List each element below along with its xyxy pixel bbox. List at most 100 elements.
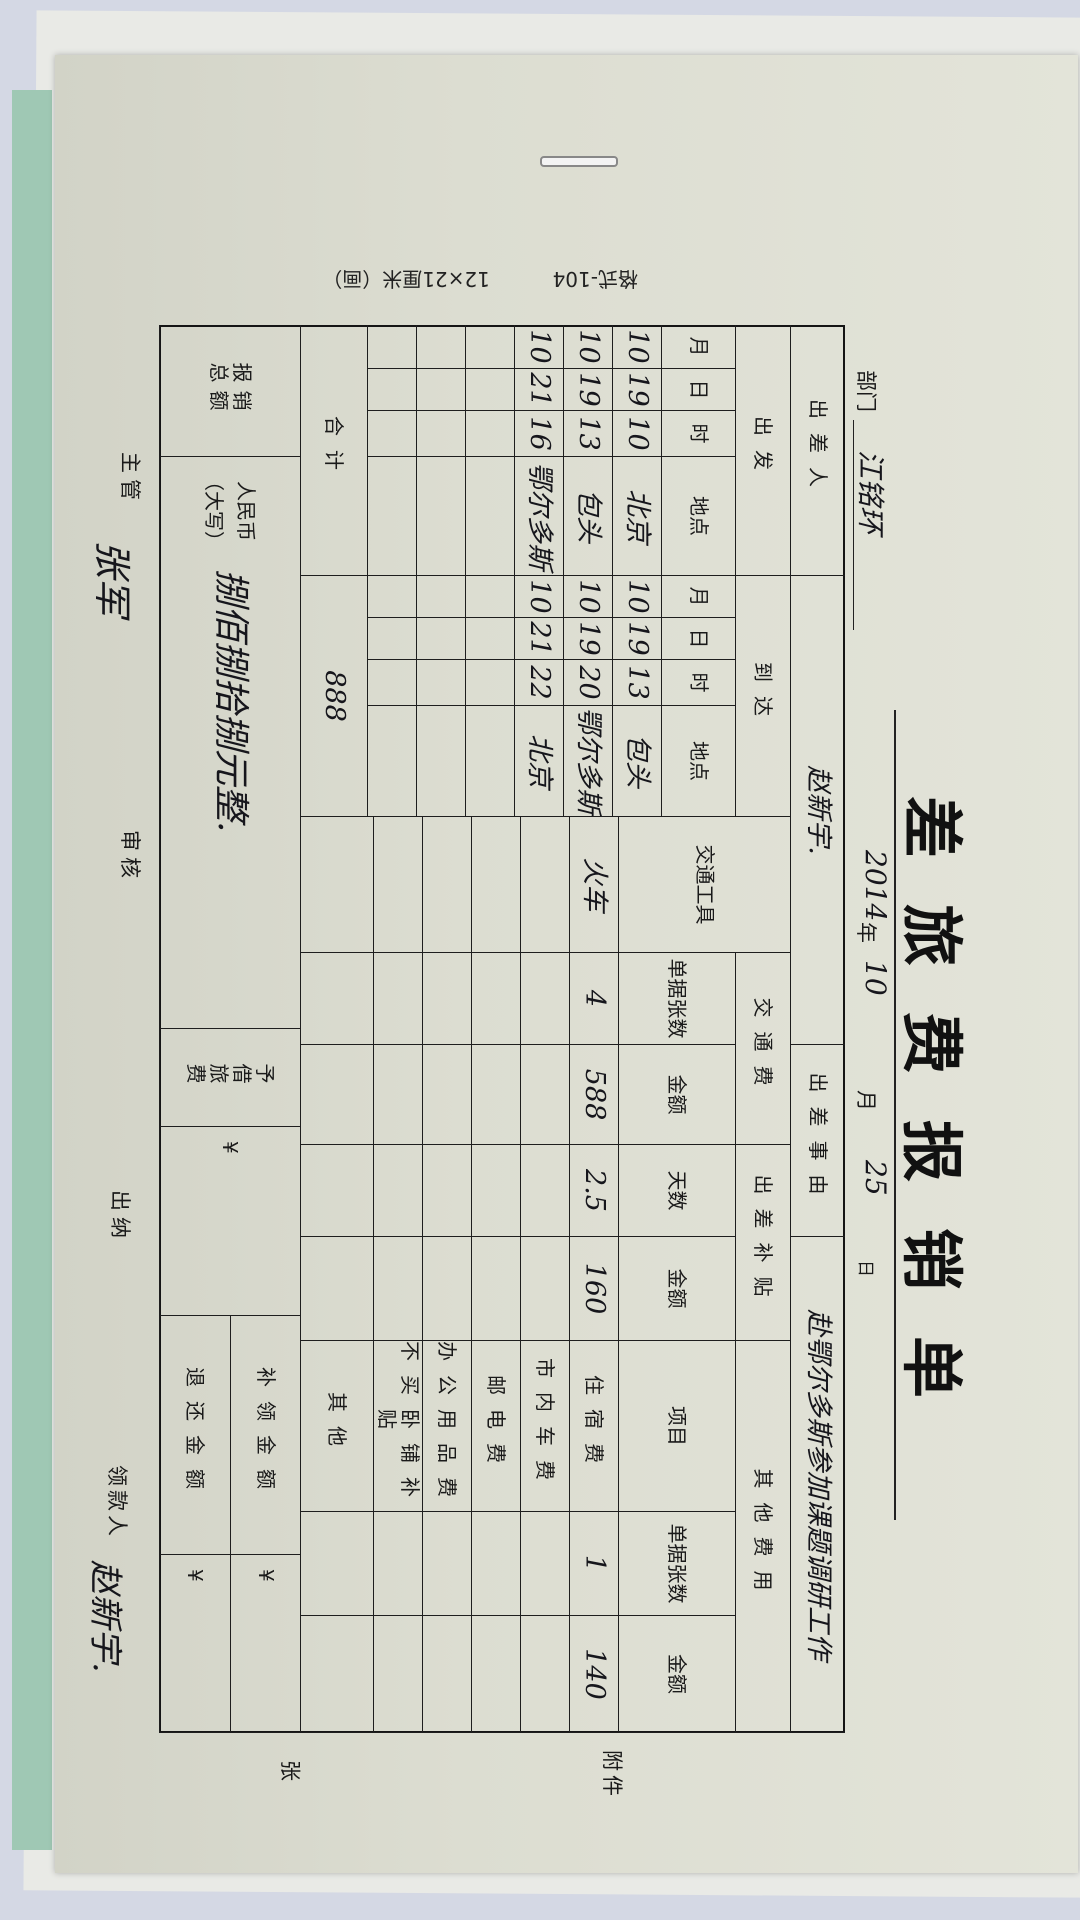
format-note: 格式-104 12×21厘米（画） bbox=[322, 266, 638, 295]
trip-dep-month-cell bbox=[465, 325, 514, 369]
transport-receipts-cell: 4 bbox=[569, 953, 618, 1045]
rmb-amount-cell: 人民币 （大写） 捌佰捌拾捌元整. bbox=[159, 457, 300, 1029]
cashier-label: 出纳 bbox=[108, 1190, 132, 1244]
transport-receipts-cell bbox=[422, 953, 471, 1045]
department-value: 江铭环 bbox=[854, 450, 887, 535]
payee-signature: 赵新宇. bbox=[85, 1560, 125, 1673]
transport-allowance-amount-cell bbox=[373, 1237, 422, 1341]
other-expense-item: 邮电费 bbox=[471, 1341, 520, 1512]
transport-amount-cell: 588 bbox=[569, 1045, 618, 1145]
trip-arr-hour-cell: 22 bbox=[514, 660, 563, 706]
date-month-unit: 月 bbox=[854, 1090, 878, 1111]
transport-allowance-amount-cell: 160 bbox=[569, 1237, 618, 1341]
trip-arr-day-cell bbox=[416, 618, 465, 660]
rmb-label-line: （大写） bbox=[202, 471, 226, 551]
date-year: 2014 bbox=[859, 850, 892, 922]
transport-tool-cell bbox=[300, 817, 373, 953]
other-expense-receipts bbox=[422, 1512, 471, 1616]
traveler-value: 赵新宇. bbox=[790, 576, 845, 1045]
trip-arr-hour-cell bbox=[416, 660, 465, 706]
title-underline bbox=[894, 710, 896, 1520]
transport-allowance-days-cell bbox=[520, 1145, 569, 1237]
trip-arr-month-cell bbox=[465, 576, 514, 618]
purpose-value: 赴鄂尔多斯参加课题调研工作 bbox=[790, 1237, 845, 1733]
other-expense-item: 住宿费 bbox=[569, 1341, 618, 1512]
rmb-label: 人民币 （大写） bbox=[198, 471, 262, 551]
header-dep-month: 月 bbox=[661, 325, 735, 369]
trip-arr-month-cell: 10 bbox=[514, 576, 563, 618]
supervisor-signature: 张军 bbox=[90, 540, 134, 617]
trip-dep-day-cell: 21 bbox=[514, 369, 563, 411]
staple bbox=[540, 156, 618, 167]
other-expense-amount bbox=[373, 1616, 422, 1733]
transport-tool-cell: 火车 bbox=[569, 817, 618, 953]
transport-amount-cell bbox=[422, 1045, 471, 1145]
traveler-label: 出差人 bbox=[790, 325, 845, 576]
total-value: 888 bbox=[300, 576, 367, 817]
other-expense-item: 办公用品费 bbox=[422, 1341, 471, 1512]
trip-dep-place-cell: 鄂尔多斯 bbox=[514, 457, 563, 576]
department-underline bbox=[853, 420, 854, 630]
trip-dep-hour-cell: 16 bbox=[514, 411, 563, 457]
trip-dep-place-cell: 北京 bbox=[612, 457, 661, 576]
advance-value: ¥ bbox=[159, 1127, 300, 1316]
transport-receipts-cell bbox=[373, 953, 422, 1045]
trip-arr-month-cell bbox=[367, 576, 416, 618]
trip-arr-hour-cell bbox=[465, 660, 514, 706]
trip-arr-place-cell bbox=[416, 706, 465, 817]
header-other-item: 项目 bbox=[618, 1341, 735, 1512]
transport-tool-cell bbox=[471, 817, 520, 953]
other-expense-receipts bbox=[300, 1512, 373, 1616]
header-other-receipts: 单据张数 bbox=[618, 1512, 735, 1616]
trip-arr-day-cell: 19 bbox=[612, 618, 661, 660]
header-transport-receipts: 单据张数 bbox=[618, 953, 735, 1045]
other-expense-amount bbox=[471, 1616, 520, 1733]
transport-allowance-days-cell bbox=[422, 1145, 471, 1237]
trip-dep-day-cell bbox=[416, 369, 465, 411]
other-expense-item: 市内车费 bbox=[520, 1341, 569, 1512]
header-dep-place: 地点 bbox=[661, 457, 735, 576]
auditor-label: 审核 bbox=[118, 830, 142, 884]
advance-label: 予借旅费 bbox=[159, 1029, 300, 1127]
refund-value: ¥ bbox=[159, 1555, 230, 1733]
trip-dep-day-cell bbox=[465, 369, 514, 411]
trip-dep-place-cell bbox=[465, 457, 514, 576]
trip-arr-hour-cell bbox=[367, 660, 416, 706]
header-arr-day: 日 bbox=[661, 618, 735, 660]
trip-arr-day-cell bbox=[367, 618, 416, 660]
transport-allowance-amount-cell bbox=[422, 1237, 471, 1341]
department-label: 部门 bbox=[854, 370, 878, 412]
trip-dep-hour-cell: 10 bbox=[612, 411, 661, 457]
header-arr-month: 月 bbox=[661, 576, 735, 618]
date-month: 10 bbox=[859, 960, 892, 996]
supplement-value: ¥ bbox=[230, 1555, 300, 1733]
purpose-label: 出差事由 bbox=[790, 1045, 845, 1237]
trip-dep-place-cell bbox=[367, 457, 416, 576]
trip-dep-day-cell bbox=[367, 369, 416, 411]
date-day: 25 bbox=[859, 1160, 892, 1196]
refund-label: 退还金额 bbox=[159, 1316, 230, 1555]
green-folder-edge bbox=[12, 90, 52, 1850]
header-allowance-days: 天数 bbox=[618, 1145, 735, 1237]
date-year-unit: 年 bbox=[854, 922, 878, 943]
transport-receipts-cell bbox=[471, 953, 520, 1045]
header-transport-tool: 交通工具 bbox=[618, 817, 790, 953]
transport-allowance-days-cell bbox=[471, 1145, 520, 1237]
trip-arr-month-cell bbox=[416, 576, 465, 618]
transport-allowance-amount-cell bbox=[300, 1237, 373, 1341]
supplement-label: 补领金额 bbox=[230, 1316, 300, 1555]
trip-dep-month-cell: 10 bbox=[612, 325, 661, 369]
trip-dep-hour-cell: 13 bbox=[563, 411, 612, 457]
trip-arr-hour-cell: 13 bbox=[612, 660, 661, 706]
trip-arr-place-cell: 北京 bbox=[514, 706, 563, 817]
attachments-label: 附件 bbox=[600, 1750, 624, 1800]
trip-dep-month-cell: 10 bbox=[563, 325, 612, 369]
trip-arr-place-cell: 包头 bbox=[612, 706, 661, 817]
trip-dep-hour-cell bbox=[416, 411, 465, 457]
trip-arr-month-cell: 10 bbox=[612, 576, 661, 618]
trip-dep-month-cell: 10 bbox=[514, 325, 563, 369]
transport-amount-cell bbox=[373, 1045, 422, 1145]
size-note: 12×21厘米（画） bbox=[322, 267, 490, 291]
trip-dep-hour-cell bbox=[465, 411, 514, 457]
trip-arr-day-cell: 21 bbox=[514, 618, 563, 660]
